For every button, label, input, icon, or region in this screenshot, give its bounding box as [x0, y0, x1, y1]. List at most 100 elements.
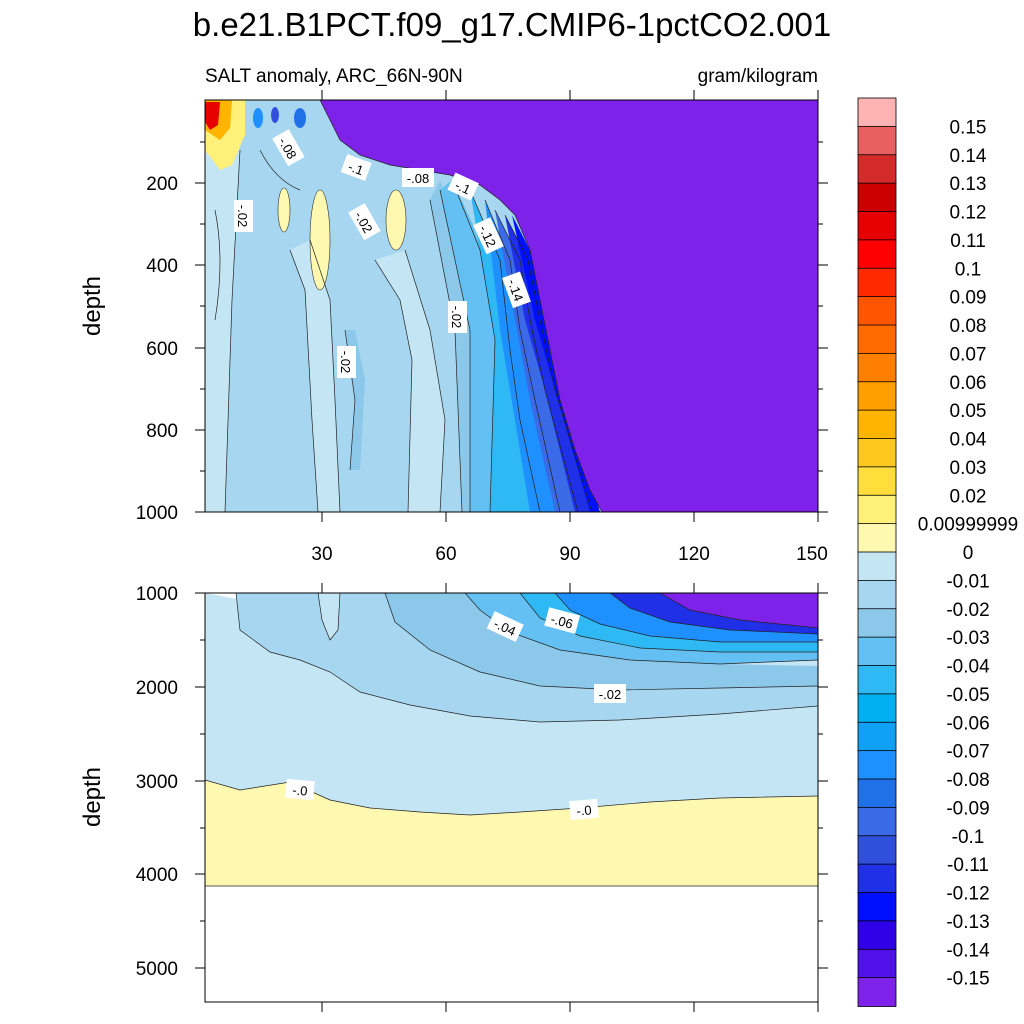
upper-y-label: depth — [79, 276, 106, 336]
colorbar-swatch-9 — [857, 352, 897, 383]
colorbar-swatch-22 — [857, 721, 897, 752]
upper-clabel-3: -.08 — [407, 171, 429, 186]
lower-band-m03 — [385, 593, 818, 690]
lower-clabel-bg-4 — [285, 778, 315, 801]
colorbar-label-20: -0.05 — [946, 685, 989, 706]
upper-clabel-8: -.14 — [505, 277, 527, 303]
lower-ytick-1000: 1000 — [136, 584, 178, 605]
colorbar-swatch-0 — [857, 97, 897, 128]
lower-contour-labels: -.04 -.06 -.02 -.0 -.0 — [285, 607, 626, 821]
lower-clabel-5: -.0 — [576, 802, 592, 818]
colorbar-swatch-14 — [857, 494, 897, 525]
colorbar-swatch-8 — [857, 324, 897, 355]
lower-clabel-2: -.06 — [549, 611, 575, 631]
colorbar-swatch-30 — [857, 948, 897, 979]
colorbar-label-14: 0.00999999 — [918, 515, 1018, 536]
lower-contour-lines — [205, 593, 818, 887]
upper-clabel-10: -.02 — [338, 351, 353, 373]
lower-ytick-2000: 2000 — [136, 678, 178, 699]
upper-clabel-5: -.02 — [235, 205, 250, 227]
upper-panel — [205, 100, 818, 512]
colorbar-swatch-18 — [857, 608, 897, 639]
upper-positive-cell-2 — [277, 187, 291, 233]
colorbar-label-29: -0.14 — [946, 940, 990, 961]
left-subtitle: SALT anomaly, ARC_66N-90N — [205, 66, 463, 87]
lower-saturated-region — [660, 593, 818, 628]
colorbar-swatch-23 — [857, 750, 897, 780]
lower-frame — [204, 592, 819, 1003]
colorbar-label-24: -0.09 — [946, 798, 989, 819]
colorbar-label-15: 0 — [963, 543, 974, 564]
xtick-90: 90 — [559, 544, 580, 565]
colorbar-label-27: -0.12 — [946, 884, 989, 905]
upper-ytick-800: 800 — [146, 421, 178, 442]
colorbar-label-3: 0.12 — [950, 203, 987, 224]
colorbar-swatch-21 — [857, 693, 897, 724]
colorbar-label-2: 0.13 — [950, 174, 987, 195]
lower-ytick-4000: 4000 — [136, 865, 178, 886]
upper-clabel-9: -.02 — [449, 306, 464, 328]
upper-clabel-bg-10 — [337, 346, 356, 378]
colorbar-swatch-3 — [857, 182, 897, 213]
colorbar-swatch-7 — [857, 296, 897, 326]
colorbar-swatch-11 — [857, 409, 897, 440]
colorbar-swatch-26 — [857, 835, 897, 866]
colorbar-label-19: -0.04 — [946, 657, 990, 678]
chart-title: b.e21.B1PCT.f09_g17.CMIP6-1pctCO2.001 — [193, 6, 831, 43]
lower-band-m12 — [610, 593, 818, 634]
upper-light-band-mid — [290, 240, 340, 512]
colorbar-swatch-20 — [857, 665, 897, 695]
lower-light-plume — [318, 593, 340, 640]
lower-clabel-bg-5 — [569, 798, 599, 821]
lower-clabel-3: -.02 — [599, 687, 621, 702]
colorbar-label-26: -0.11 — [947, 855, 989, 876]
upper-y-axis: depth 200 400 600 800 1000 — [79, 174, 178, 524]
colorbar-label-8: 0.07 — [950, 344, 987, 365]
colorbar-swatch-24 — [857, 778, 897, 809]
upper-cell-a — [253, 108, 263, 128]
colorbar-swatch-6 — [857, 267, 897, 298]
upper-ytick-1000: 1000 — [136, 503, 178, 524]
colorbar-swatch-27 — [857, 863, 897, 894]
upper-ytick-200: 200 — [146, 174, 178, 195]
lower-ytick-5000: 5000 — [136, 959, 178, 980]
colorbar-label-11: 0.04 — [950, 430, 987, 451]
x-axis: 30 60 90 120 150 — [311, 544, 827, 565]
colorbar-label-21: -0.06 — [946, 713, 989, 734]
lower-tick-marks — [195, 583, 828, 1012]
colorbar-swatch-29 — [857, 920, 897, 951]
colorbar: 0.15 0.14 0.13 0.12 0.11 0.1 0.09 0.08 0.07 0.06 0… — [857, 97, 1018, 1007]
upper-clabel-bg-3 — [402, 168, 434, 187]
upper-clabel-bg-7 — [473, 217, 504, 255]
colorbar-label-7: 0.08 — [950, 316, 987, 337]
colorbar-label-10: 0.05 — [950, 401, 987, 422]
colorbar-swatch-2 — [857, 154, 897, 185]
colorbar-label-9: 0.06 — [950, 373, 987, 394]
xtick-120: 120 — [678, 544, 710, 565]
colorbar-label-23: -0.08 — [946, 770, 989, 791]
colorbar-label-30: -0.15 — [946, 969, 989, 990]
upper-ytick-400: 400 — [146, 256, 178, 277]
lower-band-m05 — [520, 593, 818, 652]
colorbar-swatch-10 — [857, 381, 897, 412]
colorbar-label-22: -0.07 — [946, 742, 989, 763]
colorbar-label-0: 0.15 — [950, 117, 987, 138]
upper-clabel-2: -.1 — [346, 159, 365, 178]
upper-saturated-region — [320, 100, 818, 512]
lower-band-m04 — [465, 593, 818, 664]
colorbar-label-17: -0.02 — [946, 600, 989, 621]
colorbar-label-6: 0.09 — [950, 288, 987, 309]
colorbar-label-28: -0.13 — [946, 912, 989, 933]
colorbar-swatch-31 — [857, 977, 897, 1007]
lower-clabel-bg-3 — [594, 684, 626, 703]
lower-panel — [205, 593, 818, 1002]
colorbar-swatch-25 — [857, 806, 897, 837]
colorbar-swatch-5 — [857, 239, 897, 270]
xtick-150: 150 — [796, 544, 828, 565]
colorbar-label-18: -0.03 — [946, 628, 989, 649]
lower-ytick-3000: 3000 — [136, 772, 178, 793]
upper-positive-cell-1 — [309, 189, 331, 291]
upper-hotspot-red — [205, 102, 220, 130]
colorbar-swatch-12 — [857, 438, 897, 468]
